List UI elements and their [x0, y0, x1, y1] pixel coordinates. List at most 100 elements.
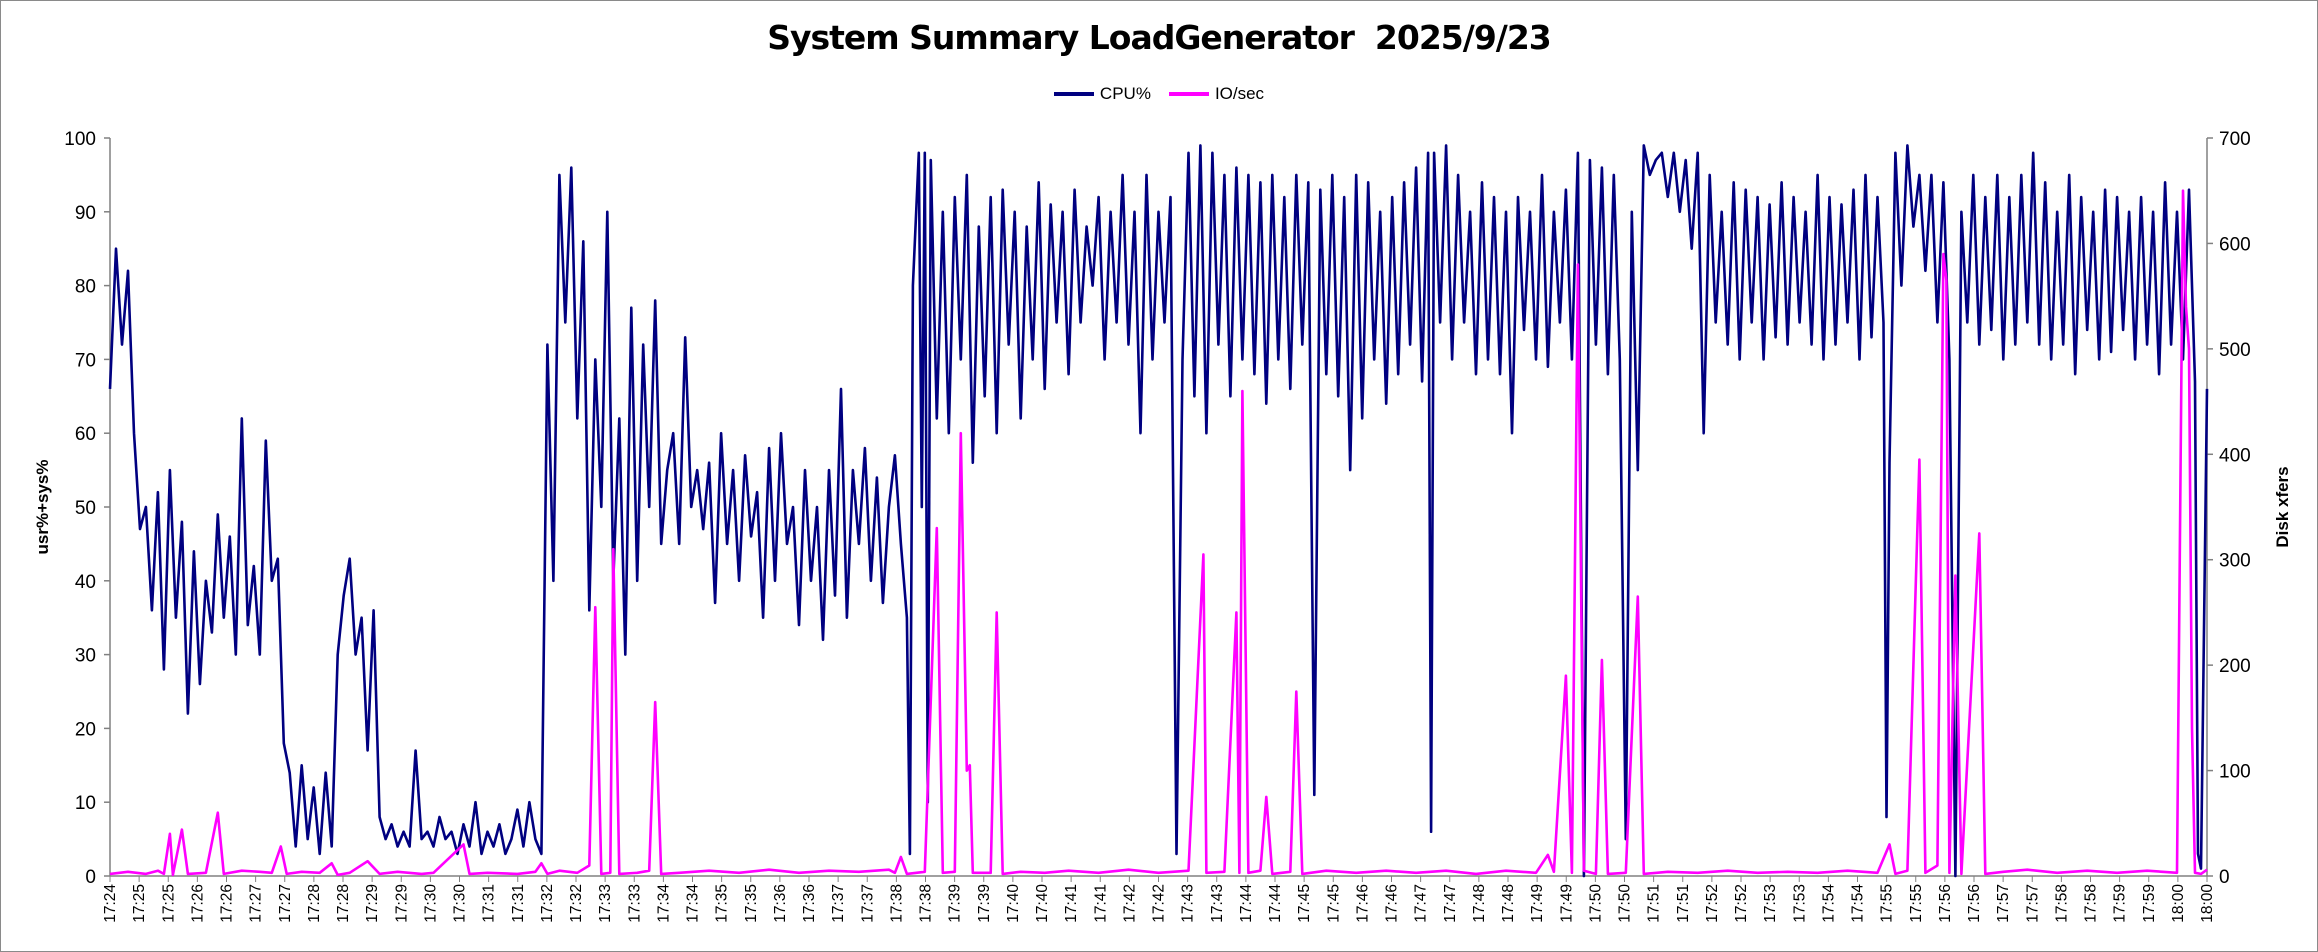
- x-tick-label: 17:43: [1180, 884, 1197, 923]
- x-tick-label: 17:53: [1791, 884, 1808, 923]
- legend-item-io: IO/sec: [1168, 84, 1265, 104]
- y-tick-label: 10: [75, 793, 96, 814]
- x-tick-label: 17:47: [1413, 884, 1430, 923]
- y-tick-label: 20: [75, 719, 96, 740]
- y-tick-label: 70: [75, 350, 96, 371]
- y-tick-label: 50: [75, 498, 96, 519]
- x-tick-label: 17:37: [830, 884, 847, 923]
- y-tick-label: 100: [64, 129, 96, 150]
- x-tick-label: 17:40: [1034, 884, 1051, 923]
- x-tick-label: 17:44: [1267, 884, 1284, 923]
- y2-tick-label: 300: [2219, 551, 2251, 572]
- legend-label-cpu: CPU%: [1099, 84, 1151, 103]
- x-tick-label: 17:40: [1005, 884, 1022, 923]
- x-tick-label: 17:39: [947, 884, 964, 923]
- x-tick-label: 17:30: [422, 884, 439, 923]
- x-tick-label: 17:46: [1384, 884, 1401, 923]
- x-tick-label: 17:24: [102, 884, 119, 923]
- legend-swatch-io: [1168, 92, 1209, 96]
- x-tick-label: 17:56: [1966, 884, 1983, 923]
- x-tick-label: 17:35: [714, 884, 731, 923]
- x-tick-label: 18:00: [2199, 884, 2216, 923]
- y2-tick-label: 400: [2219, 445, 2251, 466]
- x-tick-label: 17:51: [1675, 884, 1692, 923]
- x-tick-label: 17:48: [1500, 884, 1517, 923]
- x-tick-label: 17:52: [1733, 884, 1750, 923]
- x-tick-label: 17:33: [597, 884, 614, 923]
- x-tick-label: 17:35: [743, 884, 760, 923]
- x-tick-label: 17:57: [2024, 884, 2041, 923]
- y-tick-label: 80: [75, 277, 96, 298]
- x-tick-label: 18:00: [2170, 884, 2187, 923]
- x-tick-label: 17:59: [2112, 884, 2129, 923]
- x-tick-label: 17:47: [1442, 884, 1459, 923]
- x-tick-label: 17:34: [655, 884, 672, 923]
- x-tick-label: 17:28: [335, 884, 352, 923]
- x-tick-label: 17:28: [306, 884, 323, 923]
- x-tick-label: 17:48: [1471, 884, 1488, 923]
- x-tick-label: 17:58: [2083, 884, 2100, 923]
- y2-tick-label: 0: [2219, 867, 2230, 888]
- x-tick-label: 17:42: [1121, 884, 1138, 923]
- x-tick-label: 17:34: [685, 884, 702, 923]
- x-tick-label: 17:32: [568, 884, 585, 923]
- y-tick-label: 30: [75, 646, 96, 667]
- x-tick-label: 17:50: [1617, 884, 1634, 923]
- chart-title: System Summary LoadGenerator 2025/9/23: [767, 18, 1552, 57]
- x-tick-label: 17:41: [1063, 884, 1080, 923]
- x-tick-label: 17:49: [1558, 884, 1575, 923]
- x-tick-label: 17:26: [189, 884, 206, 923]
- x-tick-label: 17:29: [364, 884, 381, 923]
- legend-swatch-cpu: [1053, 92, 1094, 96]
- y-tick-label: 40: [75, 572, 96, 593]
- x-tick-label: 17:25: [131, 884, 148, 923]
- x-tick-label: 17:41: [1092, 884, 1109, 923]
- x-tick-label: 17:45: [1325, 884, 1342, 923]
- x-tick-label: 17:56: [1937, 884, 1954, 923]
- x-tick-label: 17:51: [1646, 884, 1663, 923]
- x-tick-label: 17:29: [393, 884, 410, 923]
- y-tick-label: 60: [75, 424, 96, 445]
- x-tick-label: 17:54: [1850, 884, 1867, 923]
- y2-tick-label: 500: [2219, 340, 2251, 361]
- x-tick-label: 17:38: [888, 884, 905, 923]
- y-tick-label: 0: [85, 867, 96, 888]
- x-tick-label: 17:46: [1354, 884, 1371, 923]
- x-tick-label: 17:25: [160, 884, 177, 923]
- y2-axis-title: Disk xfers: [2273, 466, 2292, 547]
- x-tick-label: 17:27: [248, 884, 265, 923]
- x-tick-label: 17:38: [918, 884, 935, 923]
- x-tick-label: 17:43: [1209, 884, 1226, 923]
- series-line-cpu: [108, 144, 2209, 878]
- x-tick-label: 17:59: [2141, 884, 2158, 923]
- y-axis-title: usr%+sys%: [33, 460, 52, 555]
- x-tick-label: 17:42: [1151, 884, 1168, 923]
- x-tick-label: 17:49: [1529, 884, 1546, 923]
- x-tick-label: 17:50: [1587, 884, 1604, 923]
- x-tick-label: 17:36: [801, 884, 818, 923]
- x-tick-label: 17:27: [277, 884, 294, 923]
- x-tick-label: 17:52: [1704, 884, 1721, 923]
- x-tick-label: 17:57: [1995, 884, 2012, 923]
- y2-tick-label: 700: [2219, 129, 2251, 150]
- legend-label-io: IO/sec: [1214, 84, 1265, 103]
- x-tick-label: 17:31: [510, 884, 527, 923]
- x-tick-label: 17:55: [1879, 884, 1896, 923]
- series-line-io: [109, 189, 2208, 877]
- x-tick-label: 17:32: [539, 884, 556, 923]
- y2-tick-label: 100: [2219, 762, 2251, 783]
- x-tick-label: 17:54: [1820, 884, 1837, 923]
- x-tick-label: 17:53: [1762, 884, 1779, 923]
- y2-tick-label: 200: [2219, 656, 2251, 677]
- x-tick-label: 17:58: [2053, 884, 2070, 923]
- x-tick-label: 17:36: [772, 884, 789, 923]
- x-tick-label: 17:33: [626, 884, 643, 923]
- x-tick-label: 17:45: [1296, 884, 1313, 923]
- x-tick-label: 17:37: [859, 884, 876, 923]
- y2-tick-label: 600: [2219, 234, 2251, 255]
- x-tick-label: 17:26: [219, 884, 236, 923]
- x-tick-label: 17:30: [452, 884, 469, 923]
- legend-item-cpu: CPU%: [1053, 84, 1151, 104]
